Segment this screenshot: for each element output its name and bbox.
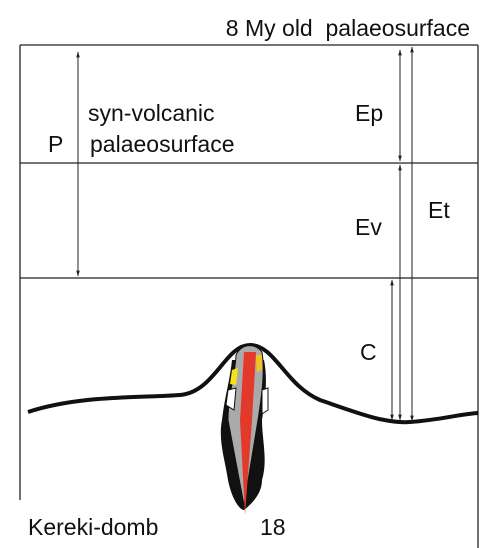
label: P bbox=[48, 131, 63, 157]
label: C bbox=[360, 339, 377, 365]
footer-name: Kereki-domb bbox=[28, 514, 158, 540]
label: palaeosurface bbox=[90, 131, 235, 157]
label: Et bbox=[428, 197, 450, 223]
label: Ev bbox=[355, 214, 382, 240]
label: syn-volcanic bbox=[88, 100, 215, 126]
volcanic-dome bbox=[220, 345, 269, 515]
title: 8 My old palaeosurface bbox=[226, 15, 470, 41]
frame bbox=[19, 44, 479, 548]
footer-number: 18 bbox=[260, 514, 286, 540]
ground-surface bbox=[27, 342, 479, 425]
label: Ep bbox=[355, 100, 383, 126]
